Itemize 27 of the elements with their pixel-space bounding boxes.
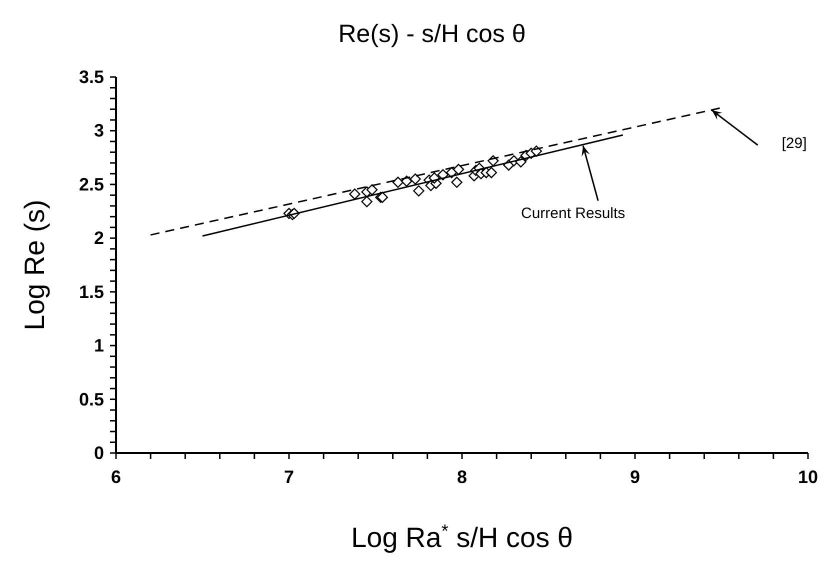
point [413,185,424,196]
annotation: Current Results [521,204,626,222]
point [452,164,464,175]
y-tick-label: 3.5 [78,67,104,87]
y-tick-label: 0 [94,443,104,463]
y-tick-label: 1.5 [78,282,104,302]
y-tick-label: 3 [94,120,104,141]
point [392,176,404,188]
point [410,173,421,185]
y-tick-label: 2.5 [78,174,104,194]
x-tick-label: 9 [630,467,640,487]
x-tick-label: 10 [798,467,818,487]
chart-title: Re(s) - s/H cos θ [338,20,526,48]
point [451,176,462,188]
point [366,184,378,196]
point [349,188,360,200]
y-tick-label: 1 [94,336,104,356]
annotation: [29] [782,135,807,152]
point [486,167,498,178]
x-axis-title: Log Ra$^{*}$ s/H cos θ [351,521,573,553]
y-tick-label: 2 [94,228,104,248]
x-tick-label: 8 [456,467,468,487]
x-tick-label: 7 [284,467,294,487]
y-axis-title: Log Re (s) [19,200,50,330]
point [361,196,372,208]
y-tick-label: 0.5 [78,389,104,410]
x-tick-label: 6 [110,467,122,487]
